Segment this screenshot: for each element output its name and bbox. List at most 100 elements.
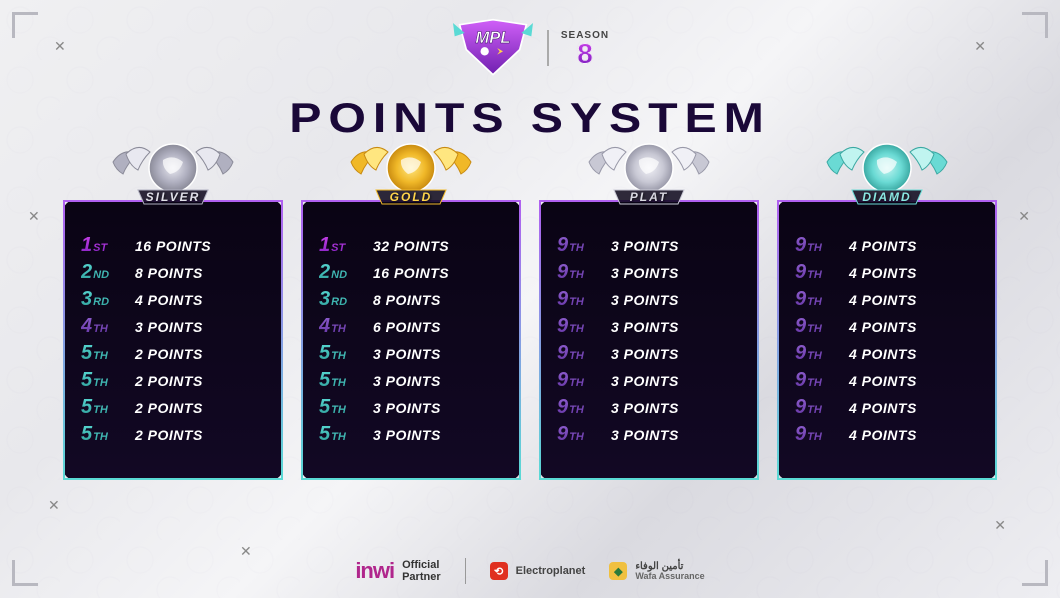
points-row: 9TH 3 POINTS [551, 340, 747, 367]
x-mark-decoration: ✕ [48, 497, 60, 514]
points-value: 4 POINTS [849, 292, 917, 308]
points-row: 4TH6 POINTS [313, 313, 509, 340]
partner-label: Official Partner [402, 559, 441, 583]
tier-panel: 1ST 32 POINTS 2ND 16 POINTS 3RD8 POINTS4TH6 … [301, 200, 521, 480]
points-row: 3RD8 POINTS [313, 286, 509, 313]
points-value: 4 POINTS [849, 319, 917, 335]
tier-card-plat: PLAT9TH3 POINTS9TH3 POINTS9TH3 POINTS9TH… [539, 150, 759, 480]
points-row: 5TH 3 POINTS [313, 340, 509, 367]
points-value: 2 POINTS [135, 427, 203, 443]
tier-card-silver: SILVER1ST16 POINTS2ND8 POINTS3RD4 POINTS… [63, 150, 283, 480]
points-row: 5TH3 POINTS [313, 367, 509, 394]
rank-number: 4TH [319, 315, 365, 338]
logo-text: MPL [475, 28, 510, 47]
wafa-ar: تأمين الوفاء [635, 562, 704, 572]
sponsor-electroplanet: ⟲ Electroplanet [490, 562, 586, 580]
rank-number: 9TH [557, 315, 603, 338]
points-value: 16 POINTS [135, 238, 211, 254]
x-mark-decoration: ✕ [54, 38, 66, 55]
points-value: 16 POINTS [373, 265, 449, 281]
points-value: 3 POINTS [611, 373, 679, 389]
rank-number: 5TH [81, 342, 127, 365]
points-row: 4TH3 POINTS [75, 313, 271, 340]
divider [465, 558, 466, 584]
rank-number: 5TH [319, 423, 365, 446]
points-value: 8 POINTS [135, 265, 203, 281]
points-row: 5TH2 POINTS [75, 340, 271, 367]
points-row: 5TH 2 POINTS [75, 394, 271, 421]
tier-panel: 9TH 4 POINTS 9TH 4 POINTS 9TH 4 POINTS 9TH 4 PO… [777, 200, 997, 480]
rank-number: 5TH [81, 369, 127, 392]
rank-number: 9TH [795, 288, 841, 311]
points-value: 4 POINTS [135, 292, 203, 308]
mpl-logo: MPL [451, 18, 535, 78]
tier-panel: 9TH 3 POINTS 9TH 3 POINTS 9TH 3 POINTS 9TH 3 PO… [539, 200, 759, 480]
inwi-logo: inwi [355, 558, 394, 584]
points-value: 3 POINTS [611, 319, 679, 335]
points-value: 3 POINTS [373, 346, 441, 362]
points-row: 9TH 3 POINTS [551, 313, 747, 340]
rank-number: 9TH [795, 234, 841, 257]
points-value: 4 POINTS [849, 346, 917, 362]
points-row: 9TH4 POINTS [789, 259, 985, 286]
rank-number: 9TH [557, 369, 603, 392]
points-row: 9TH4 POINTS [789, 232, 985, 259]
tier-badge-diamd: DIAMD [822, 132, 952, 210]
points-row: 1ST 32 POINTS [313, 232, 509, 259]
points-value: 2 POINTS [135, 400, 203, 416]
footer-sponsors: inwi Official Partner ⟲ Electroplanet ◆ … [0, 558, 1060, 584]
points-row: 5TH2 POINTS [75, 367, 271, 394]
rank-number: 2ND [319, 261, 365, 284]
frame-corner-tl [12, 12, 38, 38]
points-value: 3 POINTS [611, 292, 679, 308]
tier-label: PLAT [630, 190, 668, 204]
points-row: 5TH3 POINTS [313, 394, 509, 421]
tier-label: DIAMD [862, 190, 911, 204]
points-value: 3 POINTS [611, 238, 679, 254]
tier-card-diamd: DIAMD9TH4 POINTS9TH4 POINTS9TH4 POINTS9T… [777, 150, 997, 480]
points-value: 3 POINTS [373, 373, 441, 389]
points-row: 9TH4 POINTS [789, 367, 985, 394]
tier-badge-gold: GOLD [346, 132, 476, 210]
points-row: 9TH4 POINTS [789, 313, 985, 340]
rank-number: 1ST [81, 234, 127, 257]
points-value: 3 POINTS [611, 265, 679, 281]
tier-badge-silver: SILVER [108, 132, 238, 210]
points-row: 9TH 4 POINTS [789, 286, 985, 313]
rank-number: 9TH [557, 342, 603, 365]
rank-number: 1ST [319, 234, 365, 257]
points-value: 8 POINTS [373, 292, 441, 308]
rank-number: 2ND [81, 261, 127, 284]
tier-panel: 1ST 16 POINTS 2ND 8 POINTS 3RD 4 POINTS 4TH3 P… [63, 200, 283, 480]
points-value: 32 POINTS [373, 238, 449, 254]
rank-number: 5TH [319, 342, 365, 365]
points-row: 5TH 3 POINTS [313, 421, 509, 448]
points-value: 3 POINTS [611, 427, 679, 443]
points-value: 3 POINTS [135, 319, 203, 335]
points-value: 3 POINTS [373, 400, 441, 416]
points-row: 9TH4 POINTS [789, 421, 985, 448]
tier-card-gold: GOLD1ST32 POINTS2ND16 POINTS3RD8 POINTS4… [301, 150, 521, 480]
frame-corner-tr [1022, 12, 1048, 38]
x-mark-decoration: ✕ [28, 208, 40, 225]
rank-number: 9TH [795, 396, 841, 419]
points-value: 3 POINTS [611, 400, 679, 416]
wafa-en: Wafa Assurance [635, 572, 704, 581]
points-row: 2ND 8 POINTS [75, 259, 271, 286]
rank-number: 5TH [81, 423, 127, 446]
points-value: 4 POINTS [849, 265, 917, 281]
rank-number: 9TH [795, 342, 841, 365]
tier-badge-plat: PLAT [584, 132, 714, 210]
rank-number: 9TH [557, 261, 603, 284]
points-row: 9TH 3 POINTS [551, 421, 747, 448]
points-value: 3 POINTS [373, 427, 441, 443]
rank-number: 9TH [557, 423, 603, 446]
rank-number: 5TH [81, 396, 127, 419]
rank-number: 3RD [81, 288, 127, 311]
electroplanet-icon: ⟲ [490, 562, 508, 580]
rank-number: 9TH [795, 369, 841, 392]
x-mark-decoration: ✕ [1018, 208, 1030, 225]
points-row: 9TH 4 POINTS [789, 340, 985, 367]
points-row: 9TH3 POINTS [551, 286, 747, 313]
points-value: 3 POINTS [611, 346, 679, 362]
